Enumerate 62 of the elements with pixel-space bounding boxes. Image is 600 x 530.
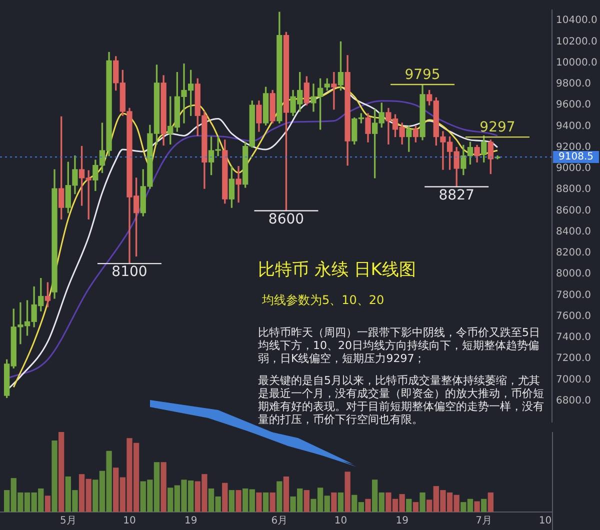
bar [236, 490, 242, 512]
bar [488, 492, 494, 512]
annotation: 比特币昨天（周四）一跟带下影中阴线，令币价又跌至5日均线下方，10、20日均线方向持续向下，短期整体趋势偏弱，日K线偏空，短期压力9297； [258, 326, 541, 365]
y-tick-label: 7400.0 [556, 332, 591, 344]
y-tick-label: 9600.0 [556, 100, 591, 111]
y-tick-label: 6800.0 [556, 395, 591, 406]
y-tick-label: 9200.0 [556, 142, 591, 153]
bar [276, 481, 282, 512]
x-tick-label: 19 [184, 516, 198, 527]
y-tick-label: 8800.0 [556, 184, 591, 196]
bar [283, 476, 290, 512]
bar [222, 482, 228, 512]
bar [338, 492, 344, 512]
y-tick-label: 8200.0 [556, 248, 591, 259]
y-tick-label: 7000.0 [556, 374, 591, 386]
bar [474, 501, 480, 512]
annotation: 8827 [438, 187, 474, 204]
y-tick-label: 7600.0 [556, 310, 591, 322]
text: 均线参数为5、10、20 [262, 292, 384, 309]
bar [406, 498, 412, 512]
y-tick-label: 8000.0 [556, 268, 591, 280]
annotation: 8100 [112, 264, 148, 280]
x-tick-label: 5月 [60, 516, 76, 527]
bar [270, 492, 276, 512]
y-tick-label: 7800.0 [556, 290, 591, 301]
bar [304, 490, 310, 512]
y-tick-label: 8400.0 [556, 226, 591, 238]
x-tick-label: 10 [334, 516, 348, 527]
y-tick-label: 7200.0 [556, 353, 591, 364]
x-tick-label: 19 [396, 516, 408, 527]
annotation: 8600 [268, 211, 304, 228]
bar [420, 492, 426, 512]
x-tick-label: 6月 [271, 516, 288, 527]
y-tick-label: 10200.0 [556, 36, 598, 48]
candlestick [236, 166, 242, 203]
bar [365, 498, 371, 512]
x-tick-label: 10 [538, 516, 552, 527]
bar [228, 490, 235, 512]
y-tick-label: 10000.0 [556, 57, 598, 68]
bar [331, 492, 337, 512]
ref-line-label: 9108.5 [558, 152, 594, 163]
candlestick [331, 72, 337, 110]
bar [44, 496, 51, 512]
y-tick-label: 10400.0 [556, 15, 598, 26]
x-tick-label: 10 [123, 516, 136, 527]
bar [52, 440, 58, 512]
y-tick-label: 8600.0 [556, 205, 591, 216]
bar [262, 492, 269, 512]
bar [58, 432, 64, 512]
annotation: 9795 [404, 67, 440, 84]
bar [481, 498, 487, 512]
annotation: 最关键的是自5月以来，比特币成交量整体持续萎缩，尤其是最近一个月，没有成交量（即资金）的放大推动，币价短期难有好的表现。对于目前短期整体偏空的走势一样，没有量的打压，币价下行空间也有限。 [258, 374, 545, 426]
y-tick-label: 9800.0 [556, 78, 591, 90]
y-tick-label: 9000.0 [556, 163, 591, 174]
bar [412, 502, 419, 512]
bar [344, 472, 350, 512]
x-tick-label: 7月 [476, 516, 492, 527]
annotation: 9297 [480, 120, 516, 136]
bar [256, 492, 262, 512]
y-tick-label: 9400.0 [556, 120, 591, 132]
text: 比特币 永续 日K线图 [258, 259, 416, 281]
bar [160, 462, 166, 512]
